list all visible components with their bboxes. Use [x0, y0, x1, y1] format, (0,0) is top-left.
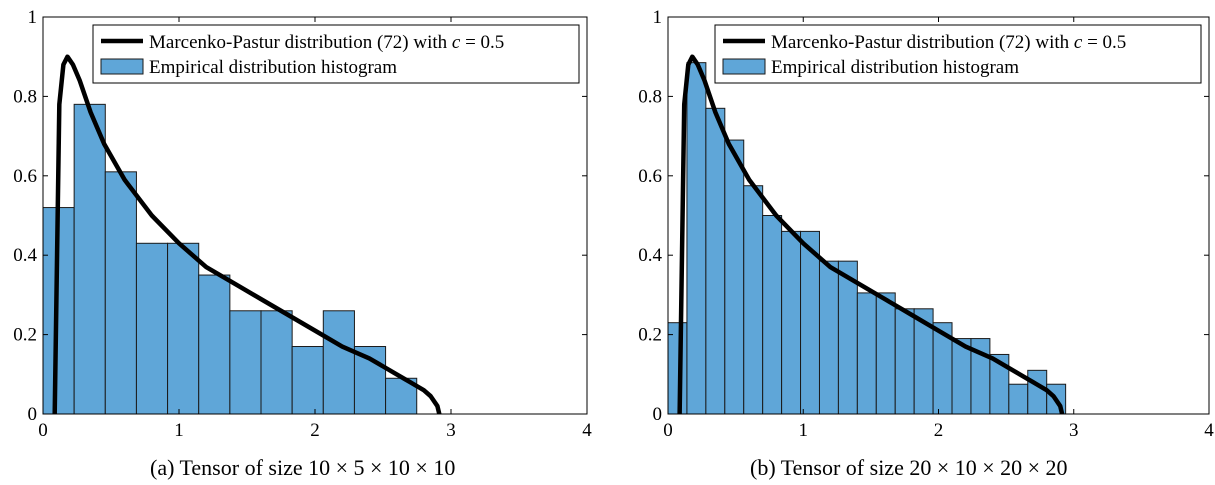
chart-a-legend-label-curve: Marcenko-Pastur distribution (72) with c… [149, 32, 504, 53]
chart-b-xtick-label: 4 [1204, 420, 1214, 441]
chart-a-xtick-label: 3 [446, 420, 456, 441]
chart-a-ytick-label: 0.8 [13, 86, 37, 107]
chart-b-ytick-label: 0.2 [638, 325, 662, 346]
chart-a-histogram-bar [198, 274, 231, 415]
chart-a-histogram-bar [229, 310, 262, 415]
chart-b-xtick-label: 1 [799, 420, 809, 441]
chart-a-ytick-label: 0.6 [13, 166, 37, 187]
chart-b-ytick-label: 0.8 [638, 86, 662, 107]
chart-a-ytick-label: 0.2 [13, 325, 37, 346]
chart-b-histogram-bar [875, 292, 896, 415]
chart-b-xtick-label: 2 [934, 420, 944, 441]
chart-b-histogram-bar [724, 139, 745, 415]
chart-b-histogram-bar [1008, 383, 1029, 415]
caption-a: (a) Tensor of size 10 × 5 × 10 × 10 [150, 455, 456, 480]
chart-a-histogram-bars [42, 103, 418, 415]
chart-a-histogram-bar [291, 346, 324, 415]
chart-b-legend-box [714, 24, 1202, 84]
chart-b-ytick-label: 1 [653, 7, 663, 28]
chart-a-legend: Marcenko-Pastur distribution (72) with c… [92, 24, 580, 84]
chart-a-histogram-bar [260, 310, 293, 415]
chart-a-ytick-label: 0 [28, 404, 38, 425]
chart-a-histogram-bar [104, 171, 137, 415]
chart-b-histogram-bar [762, 215, 783, 415]
chart-a-ytick-label: 1 [28, 7, 38, 28]
chart-b-histogram-bar [1027, 369, 1048, 415]
chart-b-ytick-label: 0.6 [638, 166, 662, 187]
chart-b-histogram-bar [743, 185, 764, 415]
chart-b-histogram-bar [837, 260, 858, 415]
chart-b-ytick-label: 0.4 [638, 245, 662, 266]
chart-b-histogram-bar [800, 230, 820, 415]
chart-a-histogram-bar [135, 242, 169, 415]
chart-b-histogram-bar [894, 308, 915, 415]
chart-a-histogram-bar [322, 310, 355, 415]
chart-b-legend-label-curve: Marcenko-Pastur distribution (72) with c… [771, 32, 1126, 53]
chart-a-ytick-label: 0.4 [13, 245, 37, 266]
chart-a-xtick-label: 2 [310, 420, 320, 441]
chart-b-histogram-bar [686, 62, 707, 415]
chart-b-xtick-label: 0 [663, 420, 673, 441]
chart-b-histogram-bar [856, 292, 877, 415]
chart-a-mp-curve [52, 54, 442, 415]
chart-a-legend-box [92, 24, 580, 84]
caption-b: (b) Tensor of size 20 × 10 × 20 × 20 [750, 455, 1068, 480]
chart-b-ytick-label: 0 [653, 404, 663, 425]
chart-a-histogram-bar [73, 103, 106, 415]
chart-panel-b: 0 1 2 3 4 0 0.2 0.4 0.6 0.8 1 Marcenko-Pastur distr… [638, 7, 1214, 441]
chart-b-legend-label-histogram: Empirical distribution histogram [771, 57, 1019, 78]
chart-b-mp-curve [677, 54, 1065, 415]
chart-a-histogram-bar [167, 242, 200, 415]
chart-a-xtick-label: 0 [38, 420, 48, 441]
chart-a-xtick-label: 1 [174, 420, 184, 441]
chart-b-histogram-bar [705, 107, 726, 415]
chart-a-xtick-label: 4 [582, 420, 592, 441]
chart-panel-a: 0 1 2 3 4 0 0.2 0.4 0.6 0.8 1 Marcenko-Pastur distr… [13, 7, 592, 441]
chart-b-histogram-bar [667, 322, 688, 415]
chart-a-legend-bar-swatch [100, 58, 144, 75]
chart-b-legend: Marcenko-Pastur distribution (72) with c… [714, 24, 1202, 84]
chart-a-legend-label-histogram: Empirical distribution histogram [149, 57, 397, 78]
chart-b-histogram-bars [667, 62, 1067, 415]
chart-b-xtick-label: 3 [1069, 420, 1079, 441]
chart-b-legend-bar-swatch [722, 58, 766, 75]
chart-b-histogram-bar [781, 230, 802, 415]
chart-b-histogram-bar [818, 260, 839, 415]
